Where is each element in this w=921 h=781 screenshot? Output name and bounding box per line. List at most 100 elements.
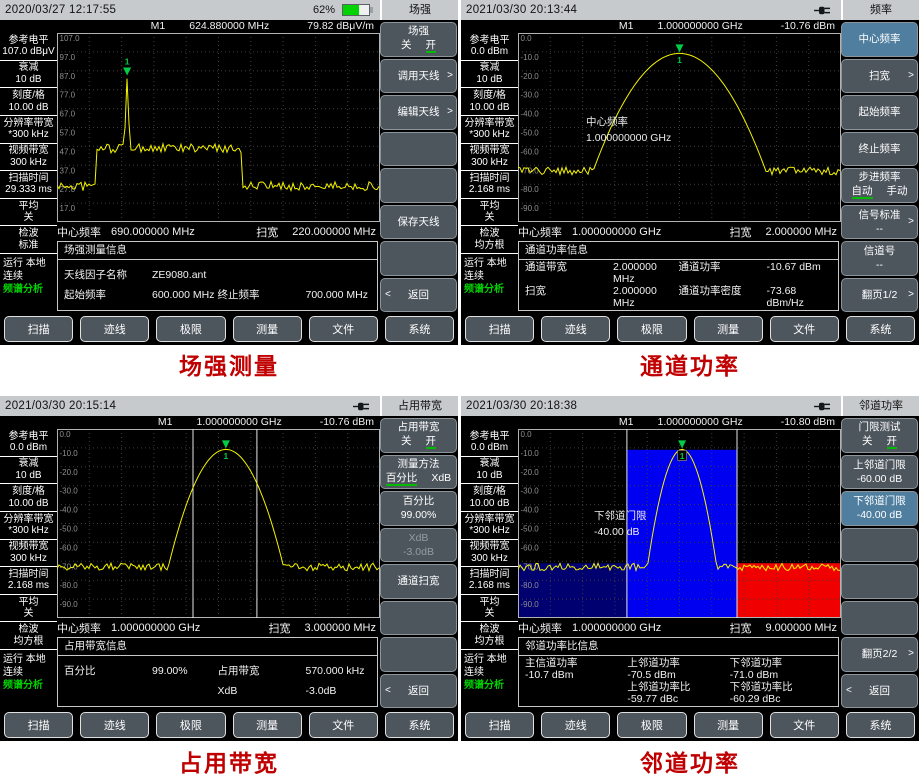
softkey-step-frequency[interactable]: 步进频率 自动 手动 <box>841 168 918 203</box>
trace-line <box>56 448 380 573</box>
softkey-page-2-2[interactable]: 翻页2/2 > <box>841 637 918 672</box>
info-title: 通道功率信息 <box>519 242 838 260</box>
measurement-info-box: 场强测量信息 天线因子名称 ZE9080.ant 起始频率 600.000 MHz 终止… <box>57 241 378 311</box>
svg-text:-10.0: -10.0 <box>521 449 540 458</box>
softkey-signal-standard[interactable]: 信号标准 -- > <box>841 204 918 239</box>
softkey-channel-span[interactable]: 通道扫宽 <box>380 564 457 599</box>
softkey-threshold-test-toggle[interactable]: 门限测试关开 <box>841 418 918 453</box>
menu-button-measure[interactable]: 测量 <box>693 712 763 738</box>
menu-button-sweep[interactable]: 扫描 <box>465 712 535 738</box>
toggle-option[interactable]: 开 <box>886 435 897 450</box>
toggle-option[interactable]: 开 <box>425 435 436 450</box>
span-value: 2.000000 MHz <box>765 225 837 238</box>
info-rows: 通道带宽 2.000000 MHz 通道功率 -10.67 dBm 扫宽 2.000000… <box>519 260 838 310</box>
softkey-measure-method[interactable]: 测量方法 百分比 XdB <box>380 454 457 489</box>
menu-button-file[interactable]: 文件 <box>769 316 839 342</box>
menu-button-trace[interactable]: 迹线 <box>541 712 611 738</box>
softkey-toggle: 关开 <box>862 435 897 450</box>
setting-item: 平均关 <box>0 199 57 227</box>
softkey-label: 返回 <box>408 684 429 697</box>
marker-frequency: 624.880000 MHz <box>189 20 270 32</box>
toggle-option[interactable]: 关 <box>862 435 873 448</box>
softkey-label: 返回 <box>408 288 429 301</box>
menu-button-trace[interactable]: 迹线 <box>541 316 611 342</box>
softkey-label: 占用带宽 <box>397 421 440 434</box>
menu-button-file[interactable]: 文件 <box>308 712 378 738</box>
softkey-center-frequency[interactable]: 中心频率 <box>841 22 918 57</box>
menu-button-trace[interactable]: 迹线 <box>80 316 150 342</box>
toggle-option[interactable]: 手动 <box>886 185 908 198</box>
softkey-edit-antenna[interactable]: 编辑天线 > <box>380 95 457 130</box>
menu-button-measure[interactable]: 测量 <box>693 316 763 342</box>
toggle-option[interactable]: 百分比 <box>385 471 418 486</box>
menu-button-limit[interactable]: 极限 <box>156 316 226 342</box>
menu-button-file[interactable]: 文件 <box>308 316 378 342</box>
bottom-menu-bar: 扫描 迹线 极限 测量 文件 系统 <box>461 313 919 345</box>
datetime: 2020/03/27 12:17:55 <box>5 4 117 16</box>
info-cell: 占用带宽 570.000 kHz <box>218 665 372 677</box>
info-row: 百分比 99.00% 占用带宽 570.000 kHz <box>64 665 371 677</box>
softkey-label: 测量方法 <box>397 457 440 470</box>
ac-power-icon <box>814 6 830 14</box>
settings-sidebar: 参考电平 0.0 dBm 衰减 10 dB 刻度/格 10.00 dB 分辨率带宽 *300 … <box>0 429 57 709</box>
softkey-stop-frequency[interactable]: 终止频率 <box>841 131 918 166</box>
softkey-start-frequency[interactable]: 起始频率 <box>841 95 918 130</box>
caption-field-strength: 场强测量 <box>179 354 279 379</box>
toggle-option[interactable]: 关 <box>401 39 412 52</box>
softkey-value: -60.00 dB <box>856 472 903 485</box>
softkey-field-strength-toggle[interactable]: 场强关开 <box>380 22 457 57</box>
menu-button-limit[interactable]: 极限 <box>617 712 687 738</box>
info-cell: 通道功率 -10.67 dBm <box>679 261 833 285</box>
softkey-xdb[interactable]: XdB -3.0dB <box>380 527 457 562</box>
menu-button-limit[interactable]: 极限 <box>156 712 226 738</box>
toggle-option[interactable]: 开 <box>425 39 436 54</box>
softkey-back[interactable]: 返回 < <box>841 673 918 708</box>
softkey-sidebar: 场强关开调用天线 > 编辑天线 > 保存天线返回 < <box>380 20 458 313</box>
menu-button-measure[interactable]: 测量 <box>232 712 302 738</box>
svg-text:-30.0: -30.0 <box>521 91 540 100</box>
softkey-back[interactable]: 返回 < <box>380 673 457 708</box>
menu-button-trace[interactable]: 迹线 <box>80 712 150 738</box>
setting-item: 刻度/格 10.00 dB <box>461 88 518 116</box>
softkey-back[interactable]: 返回 < <box>380 277 457 312</box>
softkey-span[interactable]: 扫宽 > <box>841 58 918 93</box>
setting-value: 标准 <box>18 239 39 251</box>
menu-button-sweep[interactable]: 扫描 <box>465 316 535 342</box>
softkey-upper-adjacent-threshold[interactable]: 上邻道门限 -60.00 dB <box>841 454 918 489</box>
menu-button-system[interactable]: 系统 <box>384 316 455 342</box>
toggle-option[interactable]: 自动 <box>851 185 873 200</box>
ac-power-icon <box>353 402 369 410</box>
softkey-save-antenna[interactable]: 保存天线 <box>380 204 457 239</box>
menu-button-file[interactable]: 文件 <box>769 712 839 738</box>
softkey-lower-adjacent-threshold[interactable]: 下邻道门限 -40.00 dB <box>841 491 918 526</box>
softkey-recall-antenna[interactable]: 调用天线 > <box>380 58 457 93</box>
menu-button-limit[interactable]: 极限 <box>617 316 687 342</box>
softkey-blank <box>380 241 457 276</box>
setting-item: 刻度/格 10.00 dB <box>0 484 57 512</box>
marker-name: M1 <box>618 416 634 428</box>
svg-text:-50.0: -50.0 <box>521 129 540 138</box>
setting-label: 参考电平 <box>8 430 49 442</box>
menu-button-sweep[interactable]: 扫描 <box>4 712 74 738</box>
svg-text:0.0: 0.0 <box>60 430 72 439</box>
run-status-line2: 连续 <box>3 667 23 678</box>
softkey-page-1-2[interactable]: 翻页1/2 > <box>841 277 918 312</box>
info-row: 上邻道功率比 -59.77 dBc 下邻道功率比 -60.29 dBc <box>525 681 832 705</box>
softkey-percent[interactable]: 百分比 99.00% <box>380 491 457 526</box>
setting-label: 检波 <box>18 624 39 636</box>
menu-button-system[interactable]: 系统 <box>845 316 916 342</box>
softkey-channel-number[interactable]: 信道号 -- <box>841 241 918 276</box>
softkey-occupied-bandwidth-toggle[interactable]: 占用带宽关开 <box>380 418 457 453</box>
menu-button-measure[interactable]: 测量 <box>232 316 302 342</box>
toggle-option[interactable]: 关 <box>401 435 412 448</box>
toggle-option[interactable]: XdB <box>431 471 452 484</box>
svg-text:0.0: 0.0 <box>521 430 533 439</box>
menu-button-system[interactable]: 系统 <box>384 712 455 738</box>
info-label: 下邻道功率 <box>729 657 783 669</box>
softkey-blank <box>841 600 918 635</box>
datetime: 2021/03/30 20:13:44 <box>466 4 578 16</box>
measurement-info-box: 占用带宽信息 百分比 99.00% 占用带宽 570.000 kHz XdB -3.0dB <box>57 637 378 707</box>
setting-value: 关 <box>23 212 34 224</box>
menu-button-system[interactable]: 系统 <box>845 712 916 738</box>
menu-button-sweep[interactable]: 扫描 <box>4 316 74 342</box>
